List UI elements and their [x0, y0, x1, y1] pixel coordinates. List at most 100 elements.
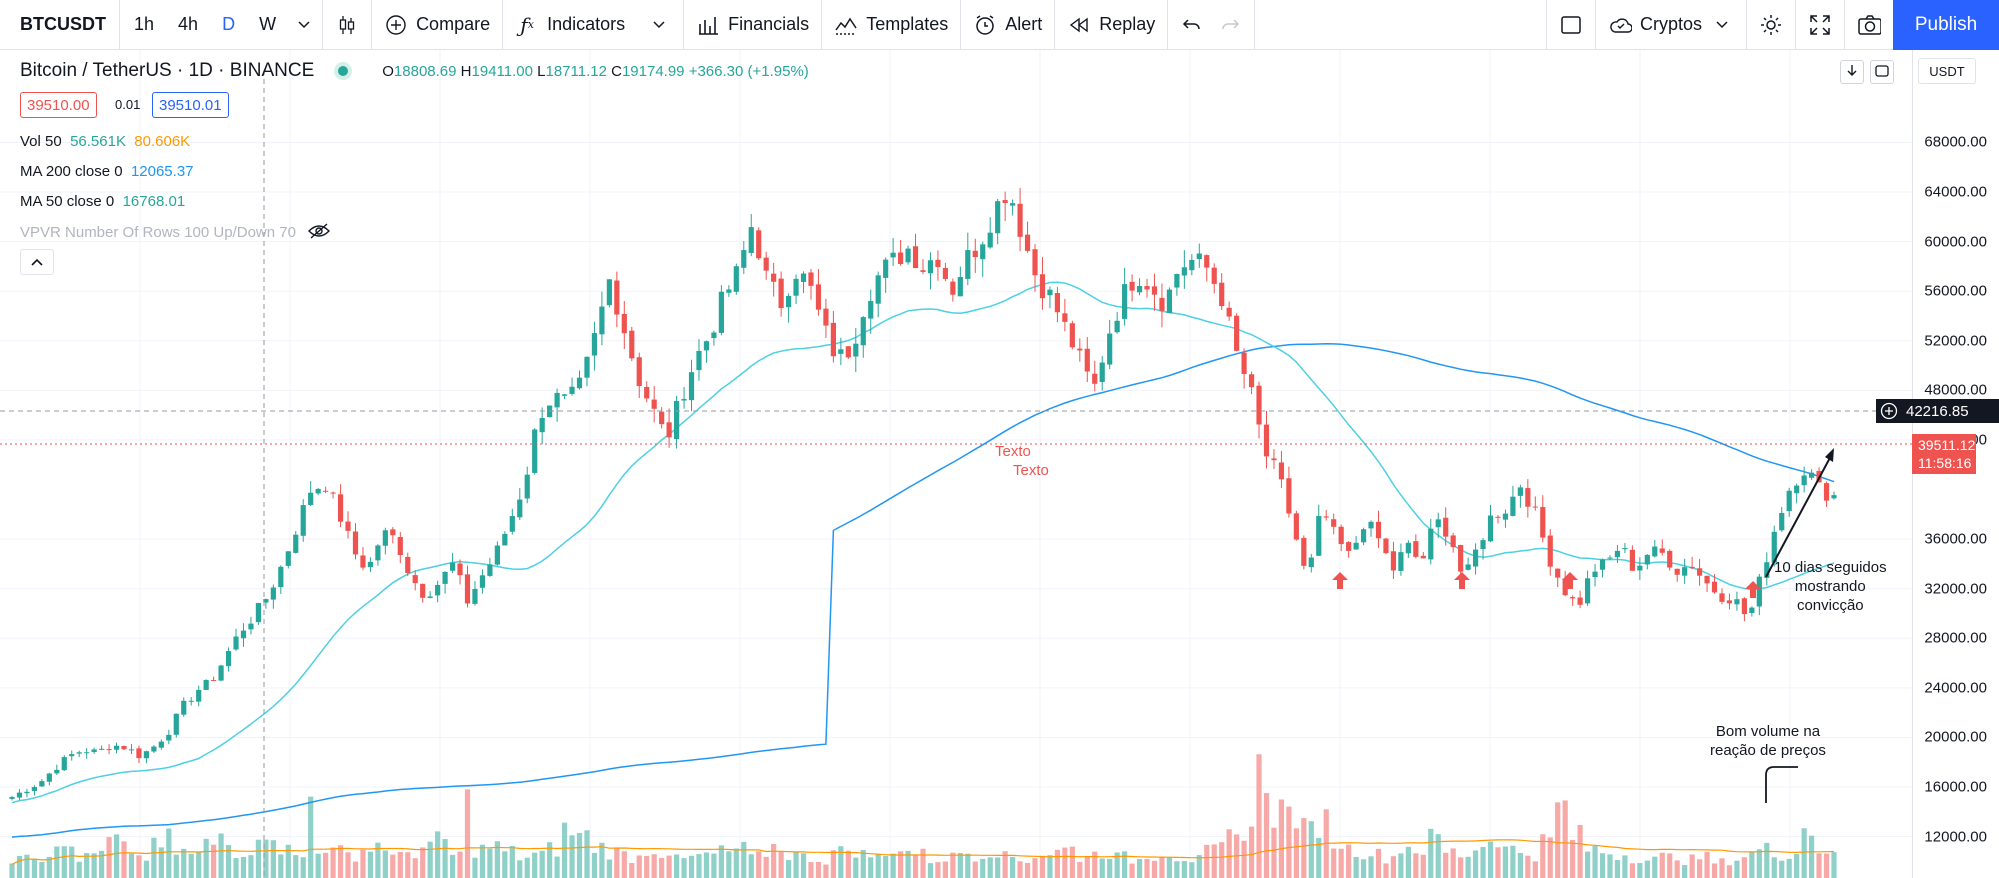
snapshot-button[interactable]: [1845, 0, 1893, 50]
candle-up: [1786, 487, 1792, 517]
volume-bar: [890, 853, 896, 878]
volume-bar: [1644, 860, 1650, 878]
text-annotation[interactable]: Texto: [995, 443, 1031, 460]
volume-bar: [606, 859, 612, 878]
candle-up: [1368, 520, 1374, 537]
volume-bar: [1413, 853, 1419, 878]
candle-down: [1062, 298, 1068, 332]
volume-note[interactable]: Bom volume na reação de preços: [1710, 723, 1826, 759]
ma50-indicator-legend[interactable]: MA 50 close 0 16768.01: [20, 193, 186, 210]
market-button[interactable]: Cryptos: [1596, 0, 1747, 50]
volume-bar: [659, 857, 665, 878]
collapse-legend-button[interactable]: [20, 249, 54, 275]
text-annotation[interactable]: Texto: [1013, 462, 1049, 479]
up-arrow-icon: [1562, 572, 1578, 589]
volume-bar: [1054, 849, 1061, 878]
currency-selector[interactable]: USDT: [1918, 58, 1976, 84]
volume-bar: [173, 854, 179, 878]
volume-bar: [1786, 858, 1792, 878]
chevron-down-icon[interactable]: [647, 13, 671, 37]
candle-down: [1286, 466, 1292, 518]
fullscreen-button[interactable]: [1796, 0, 1845, 50]
volume-indicator-legend[interactable]: Vol 50 56.561K 80.606K: [20, 133, 191, 150]
redo-icon[interactable]: [1218, 13, 1242, 37]
candle-up: [1622, 542, 1628, 554]
chart-type-button[interactable]: [323, 0, 373, 50]
candle-up: [248, 616, 254, 635]
candle-down: [1711, 574, 1718, 594]
symbol-search-button[interactable]: BTCUSDT: [0, 0, 120, 50]
volume-bar: [1532, 861, 1538, 878]
templates-button[interactable]: Templates: [822, 0, 962, 50]
volume-bar: [621, 851, 627, 878]
settings-button[interactable]: [1747, 0, 1796, 50]
axis-tick-label: 20000.00: [1924, 728, 1987, 746]
candle-down: [412, 570, 418, 591]
candle-up: [517, 488, 523, 521]
volume-bar: [800, 853, 807, 878]
volume-bar: [1435, 834, 1441, 878]
candle-up: [726, 285, 732, 297]
chevron-down-icon[interactable]: [1710, 13, 1734, 37]
volume-bar: [569, 835, 575, 878]
compare-button[interactable]: Compare: [372, 0, 504, 50]
candle-up: [1428, 518, 1434, 565]
candle-up: [868, 289, 874, 334]
volume-bar: [845, 850, 851, 878]
volume-bar: [181, 848, 187, 878]
candle-down: [1346, 541, 1352, 558]
candle-down: [352, 523, 359, 560]
volume-bar: [1719, 858, 1725, 878]
replay-button[interactable]: Replay: [1055, 0, 1169, 50]
alert-button[interactable]: Alert: [961, 0, 1056, 50]
interval-1h[interactable]: 1h: [134, 14, 155, 34]
candle-up: [382, 527, 388, 555]
scroll-to-bottom-button[interactable]: [1840, 60, 1864, 84]
candle-down: [1032, 244, 1038, 292]
interval-d[interactable]: D: [222, 14, 236, 34]
financials-button[interactable]: Financials: [684, 0, 823, 50]
volume-bar: [330, 847, 336, 878]
volume-bar: [1779, 860, 1785, 878]
candle-down: [464, 565, 471, 608]
candle-up: [1749, 606, 1755, 617]
volume-bar: [1398, 853, 1404, 878]
candle-down: [1413, 534, 1419, 559]
candle-up: [308, 481, 314, 507]
candle-down: [405, 552, 411, 576]
arrow-down-icon: [1847, 64, 1857, 80]
plus-circle-icon[interactable]: [1880, 402, 1898, 420]
ma200-indicator-legend[interactable]: MA 200 close 0 12065.37: [20, 163, 194, 180]
buy-price-button[interactable]: 39510.01: [152, 92, 229, 118]
undo-icon[interactable]: [1180, 13, 1204, 37]
candle-down: [636, 352, 642, 398]
sell-price-button[interactable]: 39510.00: [20, 92, 97, 118]
volume-bar: [457, 851, 463, 878]
volume-bar: [1465, 856, 1471, 878]
candle-down: [106, 744, 112, 755]
candle-down: [950, 278, 956, 302]
candle-up: [255, 602, 262, 625]
candle-up: [46, 772, 52, 786]
publish-button[interactable]: Publish: [1893, 0, 1999, 50]
volume-bar: [629, 862, 635, 878]
volume-bar: [1405, 846, 1411, 878]
reset-scale-button[interactable]: [1870, 60, 1894, 84]
price-chart[interactable]: [0, 50, 1912, 878]
conviction-note[interactable]: 10 dias seguidos mostrando convicção: [1774, 559, 1887, 614]
candle-up: [1517, 484, 1523, 508]
candle-up: [181, 697, 187, 717]
volume-bar: [360, 849, 366, 878]
vpvr-indicator-legend[interactable]: VPVR Number Of Rows 100 Up/Down 70: [20, 223, 331, 243]
eye-slash-icon[interactable]: [308, 223, 331, 243]
candle-up: [532, 428, 538, 475]
layout-button[interactable]: [1545, 0, 1596, 50]
volume-bar: [957, 853, 963, 878]
interval-w[interactable]: W: [259, 14, 277, 34]
interval-4h[interactable]: 4h: [178, 14, 199, 34]
chevron-down-icon[interactable]: [292, 13, 316, 37]
candle-up: [76, 750, 82, 758]
volume-bar: [860, 849, 866, 878]
candle-up: [1779, 507, 1785, 532]
